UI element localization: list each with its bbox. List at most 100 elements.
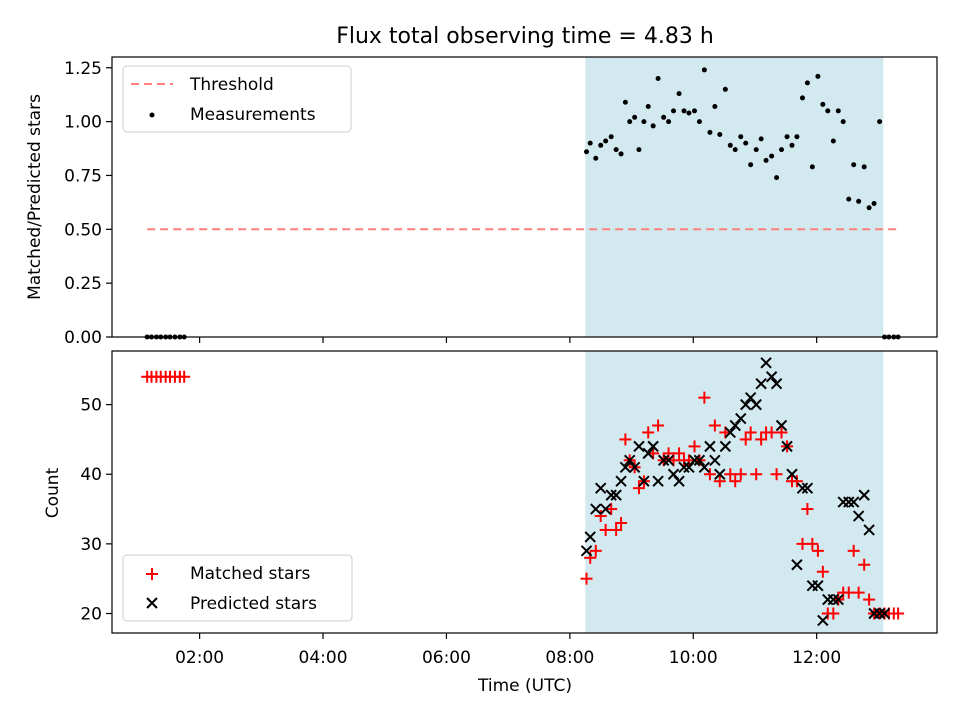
predicted-star-point xyxy=(873,607,886,620)
matched-star-point xyxy=(863,593,876,606)
predicted-star-point xyxy=(781,440,793,453)
predicted-star-point xyxy=(610,489,622,501)
matched-star-point xyxy=(847,544,860,557)
measurement-point xyxy=(748,162,754,168)
measurement-point xyxy=(671,108,677,114)
bottom-axes-frame xyxy=(111,350,938,634)
measurement-point xyxy=(820,101,826,107)
measurement-point xyxy=(769,153,775,159)
measurement-point xyxy=(691,108,697,114)
predicted-star-point xyxy=(642,447,654,460)
predicted-star-point xyxy=(786,468,798,480)
predicted-star-point xyxy=(657,454,670,467)
measurement-point xyxy=(738,134,744,140)
matched-star-point xyxy=(178,370,191,383)
matched-star-point xyxy=(673,447,686,460)
matched-star-point xyxy=(713,475,726,488)
measurement-point xyxy=(584,149,590,155)
predicted-star-point xyxy=(735,412,747,425)
predicted-star-point xyxy=(719,440,732,453)
measurement-point xyxy=(846,196,852,202)
measurement-point xyxy=(727,142,733,148)
top-legend: Threshold Measurements xyxy=(122,65,352,133)
matched-star-point xyxy=(801,503,814,516)
y-tick-label: 1.00 xyxy=(64,113,102,133)
measurement-point xyxy=(861,164,867,170)
top-y-axis-label: Matched/Predicted stars xyxy=(25,94,45,300)
measurement-point xyxy=(655,76,661,82)
matched-star-point xyxy=(858,558,871,571)
legend-measurements-label: Measurements xyxy=(190,105,316,125)
predicted-star-point xyxy=(755,378,767,390)
matched-star-point xyxy=(811,544,824,557)
predicted-star-point xyxy=(688,454,701,467)
measurement-point xyxy=(641,119,647,125)
matched-star-point xyxy=(703,468,716,481)
matched-star-point xyxy=(739,433,752,446)
predicted-star-point xyxy=(599,503,612,515)
predicted-star-point xyxy=(843,496,855,508)
measurement-point xyxy=(701,67,707,73)
measurement-point xyxy=(587,140,593,146)
bottom-observing-window xyxy=(585,351,884,633)
predicted-star-point xyxy=(770,378,783,390)
legend-matched-swatch xyxy=(146,568,158,580)
measurement-point xyxy=(613,147,619,153)
measurement-point xyxy=(598,142,604,148)
predicted-star-point xyxy=(594,482,607,494)
x-tick-label: 04:00 xyxy=(299,648,348,668)
predicted-star-point xyxy=(796,482,809,494)
predicted-star-point xyxy=(624,454,636,467)
measurement-point xyxy=(804,80,810,86)
predicted-star-point xyxy=(580,545,593,557)
measurement-point xyxy=(794,134,800,140)
measurement-point xyxy=(815,73,821,79)
measurement-point xyxy=(825,108,831,114)
y-tick-label: 0.00 xyxy=(64,328,102,348)
measurement-point xyxy=(676,91,682,97)
y-tick-label: 50 xyxy=(80,396,102,416)
measurement-point xyxy=(758,136,764,142)
predicted-star-point xyxy=(619,461,632,473)
predicted-star-points xyxy=(580,357,891,627)
matched-star-point xyxy=(662,447,675,460)
y-tick-label: 1.25 xyxy=(64,59,102,79)
measurement-point xyxy=(681,108,687,114)
predicted-star-point xyxy=(832,593,844,606)
matched-star-point xyxy=(632,482,645,495)
predicted-star-point xyxy=(709,454,721,467)
matched-star-point xyxy=(708,419,721,432)
matched-star-point xyxy=(610,523,623,536)
measurement-point xyxy=(877,119,883,125)
matched-star-point xyxy=(688,440,701,453)
measurement-point xyxy=(763,157,769,163)
measurement-point xyxy=(784,134,790,140)
measurement-point xyxy=(717,132,723,138)
measurement-point xyxy=(636,147,642,153)
predicted-star-point xyxy=(827,593,840,606)
measurement-point xyxy=(707,129,713,135)
predicted-star-point xyxy=(633,440,645,453)
matched-star-points xyxy=(141,370,905,620)
predicted-star-point xyxy=(740,398,752,411)
predicted-star-point xyxy=(605,489,617,501)
predicted-star-point xyxy=(812,579,824,592)
predicted-star-point xyxy=(647,440,659,453)
top-y-ticks: 0.00 0.25 0.50 0.75 1.00 1.25 xyxy=(64,59,112,348)
measurement-point xyxy=(608,134,614,140)
top-axes-frame xyxy=(111,56,938,338)
x-tick-label: 08:00 xyxy=(545,648,594,668)
bottom-y-ticks: 20 30 40 50 xyxy=(80,396,112,625)
matched-star-point xyxy=(775,426,788,439)
predicted-star-point xyxy=(801,482,814,494)
matched-star-point xyxy=(827,607,840,620)
measurement-point xyxy=(603,138,609,144)
x-tick-label: 02:00 xyxy=(175,648,224,668)
predicted-star-point xyxy=(638,475,650,487)
matched-star-point xyxy=(744,426,757,439)
predicted-star-point xyxy=(858,489,870,501)
matched-star-point xyxy=(724,468,737,481)
predicted-star-point xyxy=(724,426,736,439)
legend-measurement-swatch xyxy=(149,112,155,118)
predicted-star-point xyxy=(714,468,726,480)
